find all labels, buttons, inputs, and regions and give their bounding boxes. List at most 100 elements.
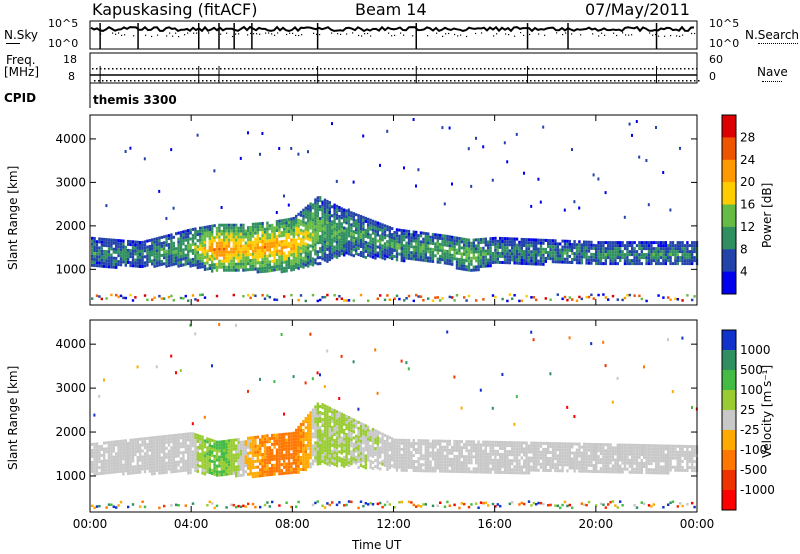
echo-cell: [309, 205, 312, 209]
near-range-cell: [283, 295, 286, 298]
echo-cell: [321, 239, 324, 243]
echo-cell: [295, 232, 298, 236]
echo-cell: [331, 229, 334, 233]
near-range-cell: [232, 293, 235, 297]
echo-cell: [400, 241, 403, 244]
echo-cell: [146, 251, 149, 255]
echo-cell: [151, 472, 154, 476]
echo-cell: [331, 223, 334, 227]
echo-cell: [211, 471, 214, 475]
echo-cell: [115, 262, 118, 266]
echo-cell: [379, 240, 382, 244]
echo-cell: [304, 209, 307, 213]
echo-cell: [297, 230, 300, 234]
echo-cell: [134, 450, 137, 454]
echo-cell: [316, 405, 319, 409]
echo-cell: [345, 439, 348, 442]
echo-cell: [316, 199, 319, 203]
echo-cell: [237, 438, 240, 442]
echo-cell: [208, 225, 211, 228]
echo-cell: [398, 459, 401, 463]
echo-cell: [297, 218, 300, 222]
echo-cell: [381, 253, 384, 257]
echo-cell: [278, 243, 281, 247]
echo-cell: [333, 448, 336, 451]
echo-cell: [275, 454, 279, 458]
echo-cell: [326, 214, 329, 218]
echo-cell: [506, 261, 509, 265]
echo-cell: [136, 249, 139, 253]
echo-cell: [316, 238, 319, 242]
echo-cell: [333, 463, 336, 466]
echo-cell: [295, 247, 298, 251]
echo-cell: [338, 215, 341, 218]
echo-cell: [165, 470, 168, 474]
echo-cell: [633, 259, 636, 263]
echo-cell: [410, 463, 413, 466]
echo-cell: [314, 441, 317, 445]
echo-cell: [146, 254, 149, 258]
near-range-cell: [470, 503, 473, 506]
echo-cell: [184, 232, 187, 236]
echo-cell: [314, 249, 317, 253]
echo-cell: [355, 419, 358, 423]
echo-cell: [211, 224, 214, 228]
echo-cell: [335, 210, 339, 214]
echo-cell: [304, 251, 307, 255]
echo-cell: [460, 237, 463, 241]
echo-cell: [302, 250, 305, 254]
speckle-cell: [335, 179, 338, 183]
echo-cell: [398, 444, 401, 448]
echo-cell: [328, 222, 331, 226]
echo-cell: [194, 439, 197, 443]
echo-cell: [338, 242, 341, 245]
near-range-cell: [235, 505, 238, 509]
echo-cell: [93, 252, 96, 255]
echo-cell: [251, 451, 255, 455]
echo-cell: [484, 237, 487, 241]
echo-cell: [376, 445, 379, 449]
echo-cell: [237, 465, 240, 469]
near-range-cell: [268, 505, 271, 508]
echo-cell: [273, 262, 276, 266]
echo-cell: [247, 238, 250, 242]
echo-cell: [664, 247, 667, 251]
echo-cell: [362, 435, 365, 439]
echo-cell: [374, 435, 377, 439]
echo-cell: [287, 441, 291, 445]
near-range-cell: [491, 294, 495, 297]
echo-cell: [237, 229, 240, 233]
echo-cell: [189, 264, 192, 268]
echo-cell: [427, 244, 430, 248]
echo-cell: [307, 234, 310, 238]
near-range-cell: [119, 294, 123, 298]
echo-cell: [434, 466, 437, 470]
echo-cell: [203, 255, 207, 259]
echo-cell: [283, 233, 286, 237]
echo-cell: [167, 467, 171, 471]
near-range-cell: [467, 505, 471, 509]
echo-cell: [645, 262, 648, 266]
echo-cell: [664, 250, 667, 254]
near-range-cell: [172, 299, 175, 302]
echo-cell: [158, 239, 161, 243]
echo-cell: [611, 259, 615, 263]
echo-cell: [448, 469, 451, 473]
echo-cell: [441, 246, 444, 250]
echo-cell: [194, 445, 197, 449]
echo-cell: [352, 436, 355, 440]
echo-cell: [165, 440, 168, 444]
speckle-cell: [191, 422, 194, 426]
echo-cell: [304, 459, 307, 463]
echo-cell: [559, 251, 562, 255]
echo-cell: [340, 460, 343, 464]
echo-cell: [235, 229, 238, 233]
echo-cell: [175, 451, 178, 455]
echo-cell: [563, 239, 567, 243]
echo-cell: [367, 449, 370, 453]
echo-cell: [434, 254, 437, 258]
echo-cell: [91, 263, 94, 267]
echo-cell: [179, 255, 183, 258]
echo-cell: [167, 443, 171, 447]
echo-cell: [215, 229, 219, 233]
